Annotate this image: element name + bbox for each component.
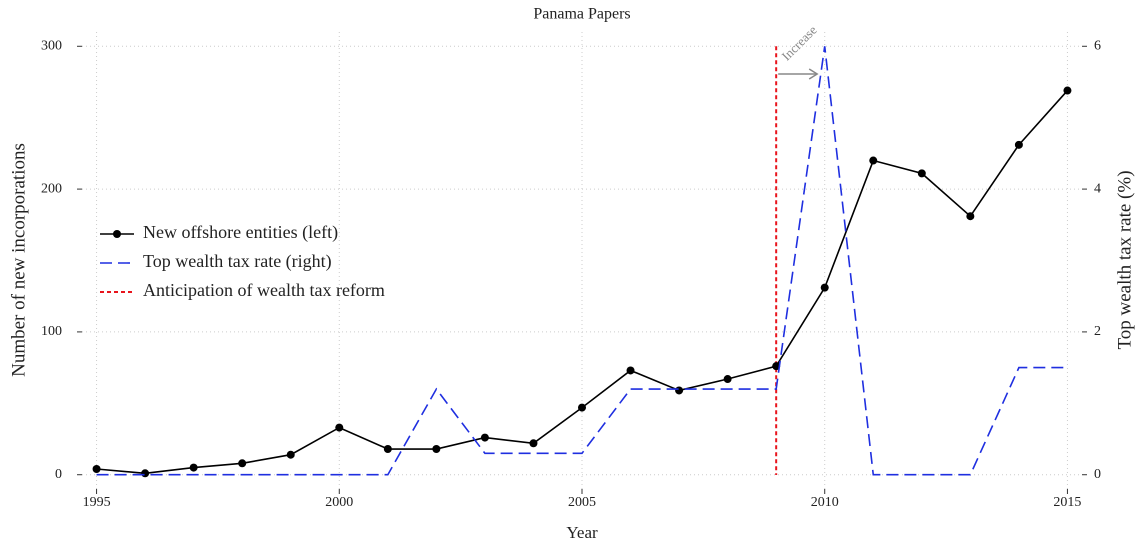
point [578,403,586,412]
point [335,423,344,432]
chart-title: Panama Papers [533,6,630,23]
x-tick-label: 2010 [811,495,839,510]
series-line [96,46,1068,476]
legend-label: New offshore entities (left) [143,222,338,243]
point [286,450,295,459]
y2-tick-label: 4 [1094,181,1101,196]
point [432,445,441,454]
point [529,439,538,448]
x-tick-label: 2000 [325,495,353,510]
point [1014,140,1023,149]
point [820,283,829,292]
x-tick-label: 2005 [568,495,596,510]
y2-tick-label: 0 [1094,467,1101,482]
y2-tick-label: 2 [1094,324,1101,339]
annotation: Increase [778,22,819,63]
y-tick-label: 100 [41,324,62,339]
x-axis-label: Year [566,523,598,542]
legend-label: Anticipation of wealth tax reform [143,280,385,300]
point [869,156,878,165]
y2-tick-label: 6 [1094,39,1101,54]
y-tick-label: 0 [55,467,62,482]
point [480,433,489,442]
point [92,465,101,474]
legend-label: Top wealth tax rate (right) [143,251,332,272]
y-tick-label: 200 [41,181,62,196]
point [238,459,247,468]
point [772,362,781,371]
point [1063,86,1072,95]
point [141,469,150,478]
point [383,445,392,454]
x-tick-label: 1995 [83,495,111,510]
x-tick-label: 2015 [1053,495,1081,510]
y-tick-label: 300 [41,39,62,54]
y2-axis-label: Top wealth tax rate (%) [1114,170,1135,349]
point [675,386,684,395]
point [966,212,975,221]
point [189,463,198,472]
point [917,169,926,178]
point [723,375,732,384]
legend-marker [113,230,121,238]
point [626,366,635,375]
annotation-arrowhead [808,68,819,80]
y-axis-label: Number of new incorporations [8,143,29,377]
